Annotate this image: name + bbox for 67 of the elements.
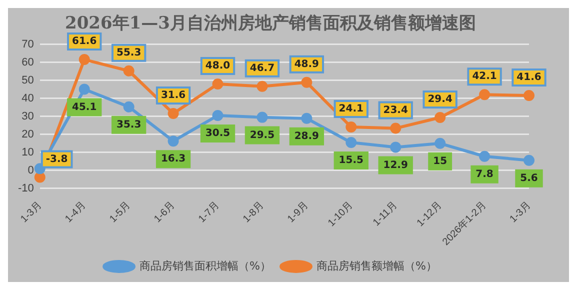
x-tick-label: 1-3月	[18, 200, 44, 226]
x-tick-label: 1-6月	[152, 200, 178, 226]
chart-title: 2026年1—3月自治州房地产销售面积及销售额增速图	[65, 14, 476, 34]
y-tick-label: 0	[28, 164, 34, 176]
x-tick-label: 1-11月	[371, 200, 400, 228]
y-tick-label: 30	[22, 110, 34, 122]
data-label: 61.6	[72, 36, 97, 48]
data-label: 12.9	[383, 160, 408, 171]
point	[524, 154, 534, 166]
data-label: 15.5	[338, 155, 364, 166]
data-label: 46.7	[250, 62, 275, 74]
y-tick-label: -10	[18, 182, 34, 194]
point	[168, 108, 179, 120]
point	[123, 101, 134, 112]
data-label: 42.1	[472, 71, 497, 82]
y-tick-label: 60	[22, 56, 34, 68]
x-tick-label: 1-4月	[63, 200, 88, 226]
x-tick-label: 1-7月	[196, 200, 222, 226]
point	[346, 137, 357, 148]
y-tick-label: 10	[22, 146, 34, 158]
data-label: 7.8	[476, 168, 494, 180]
data-label: 29.5	[250, 130, 275, 141]
point	[78, 54, 90, 66]
data-label: 28.9	[294, 130, 320, 142]
y-tick-label: 70	[22, 38, 34, 50]
point	[479, 150, 490, 162]
legend-label: 商品房销售面积增幅（%）	[140, 259, 271, 272]
data-label: 41.6	[516, 72, 542, 84]
data-label: 23.4	[383, 104, 408, 116]
point	[390, 142, 402, 153]
data-label: 45.1	[72, 102, 97, 113]
point	[479, 89, 490, 100]
x-tick-label: 1-8月	[241, 200, 266, 226]
point	[78, 84, 90, 95]
point	[212, 78, 224, 90]
point	[346, 122, 357, 133]
data-label: 5.6	[520, 172, 538, 184]
x-tick-label: 1-9月	[286, 200, 311, 226]
data-label: 24.1	[338, 104, 364, 115]
data-label: 30.5	[205, 128, 230, 140]
x-tick-label: 1-5月	[108, 200, 133, 226]
data-label: 48.9	[294, 58, 320, 70]
point	[434, 112, 446, 123]
data-label: 31.6	[160, 90, 186, 102]
data-label: 55.3	[116, 47, 142, 58]
point	[256, 80, 268, 92]
point	[390, 122, 402, 134]
point	[434, 138, 446, 149]
point	[301, 112, 312, 124]
point	[301, 76, 312, 88]
data-label: 29.4	[428, 94, 452, 106]
data-label: 48.0	[205, 60, 230, 72]
data-label: -3.8	[46, 154, 68, 165]
x-tick-label: 1-3月	[508, 200, 534, 226]
point	[168, 136, 179, 147]
point	[256, 112, 268, 123]
y-tick-label: 40	[22, 92, 34, 104]
point	[34, 172, 46, 183]
data-label: 16.3	[160, 154, 186, 165]
y-tick-label: 50	[22, 74, 34, 86]
point	[123, 65, 134, 76]
y-tick-label: 20	[22, 128, 34, 140]
data-label: 15	[433, 156, 448, 168]
legend-label: 商品房销售额增幅（%）	[316, 259, 437, 272]
point	[212, 110, 224, 122]
data-label: 35.3	[116, 119, 142, 130]
point	[524, 90, 534, 102]
